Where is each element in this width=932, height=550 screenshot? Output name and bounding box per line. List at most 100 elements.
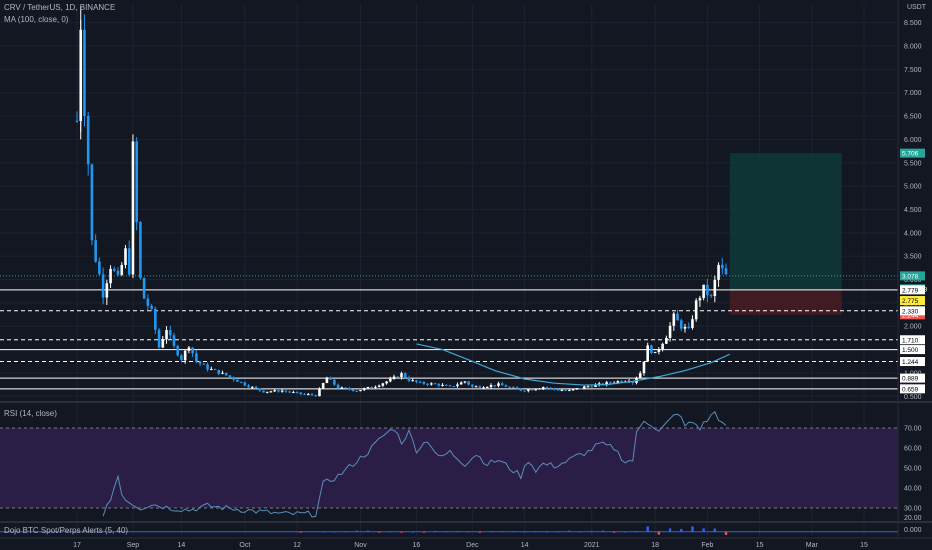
time-tick-label: 14 [178,542,186,549]
candle-body [430,383,433,385]
currency-label: USDT [906,4,926,11]
price-tick-label: 4.500 [904,207,922,214]
candle-body [127,248,131,275]
time-axis[interactable]: 17 Sep 14 Oct 12 Nov 16 Dec 14 2021 18 Feb 15 Mar 15 [0,537,932,549]
dojo-bar [512,531,515,533]
time-tick-label: 15 [860,542,868,549]
time-tick-label: 17 [73,542,81,549]
candle-body [422,382,426,384]
candle-body [113,268,116,271]
candle-body [426,383,429,385]
candle-body [418,381,422,383]
dojo-bar [545,531,549,533]
candle-body [303,394,306,396]
candle-body [277,390,280,392]
candle-body [168,330,172,336]
ma-line [416,343,730,386]
candle-body [672,313,676,326]
price-levels [0,275,898,390]
dojo-bar [321,531,325,533]
price-badge-label: 2.330 [902,308,919,315]
dojo-bar [299,531,302,533]
price-badge-label: 1.710 [902,337,919,344]
candle-body [594,384,597,387]
candle-body [530,389,534,391]
time-tick-label: 12 [293,542,301,549]
candle-body [605,382,608,385]
rsi-legend[interactable]: RSI (14, close) [4,409,57,418]
candle-body [638,373,642,379]
candle-body [336,384,340,389]
candle-body [661,343,664,350]
time-tick-label: Oct [239,542,250,549]
candle-body [150,305,153,309]
dojo-bar [579,531,582,533]
candle-body [474,386,478,388]
candle-body [269,391,273,393]
candle-body [157,329,161,348]
candle-body [381,383,385,386]
price-badge-label: 1.244 [902,359,919,366]
candle-body [344,387,347,389]
candle-body [262,390,265,393]
candle-body [515,387,519,389]
candle-body [366,386,370,389]
dojo-bar [702,528,705,532]
candle-body [109,268,112,284]
candle-body [385,381,388,384]
dojo-tick-label: 20.00 [904,515,922,522]
candle-body [243,382,247,386]
candle-body [586,386,590,388]
dojo-bar [568,530,571,532]
candle-body [142,278,146,299]
candle-body [183,350,187,361]
candle-body [616,381,620,383]
candle-body [500,383,504,386]
candle-body [154,308,157,330]
price-tick-label: 3.500 [904,254,922,261]
price-badge [900,335,925,345]
candle-body [653,351,657,354]
dojo-bar [556,531,560,533]
rsi-tick-label: 50.00 [904,466,922,473]
price-badge [900,357,925,367]
position-zones [729,153,842,315]
candle-body [258,388,262,391]
time-tick-label: 15 [756,542,764,549]
candle-body [444,384,448,386]
dojo-bar [657,531,661,535]
candle-body [508,386,511,388]
candle-body [94,240,97,262]
price-badge-label: 2.779 [902,287,919,294]
dojo-bar [501,531,504,533]
dojo-bar [355,530,358,532]
dojo-bar [433,530,437,532]
dojo-bar [467,531,470,533]
price-tick-label: 4.000 [904,230,922,237]
candle-body [265,391,269,393]
candle-body [579,388,582,390]
price-tick-label: 7.000 [904,90,922,97]
candle-body [146,298,150,306]
candle-body [497,383,500,386]
candle-body [310,394,314,396]
candle-body [504,385,508,387]
candle-body [202,363,206,365]
candle-body [325,377,329,384]
candle-body [463,381,467,383]
time-tick-label: Mar [806,542,819,549]
candle-body [668,325,672,338]
dojo-bar [456,531,459,533]
candle-body [198,361,202,364]
dojo-bar [534,531,537,533]
candle-body [374,386,377,388]
candle-body [172,335,176,346]
ma-legend[interactable]: MA (100, close, 0) [4,15,69,24]
price-tick-label: 5.000 [904,184,922,191]
symbol-legend[interactable]: CRV / TetherUS, 1D, BINANCE [4,3,116,12]
price-badge-label: 1.500 [902,347,919,354]
price-tick-label: 7.500 [904,67,922,74]
candle-body [575,388,579,390]
dojo-legend[interactable]: Dojo BTC Spot/Perps Alerts (5, 40) [4,526,129,535]
